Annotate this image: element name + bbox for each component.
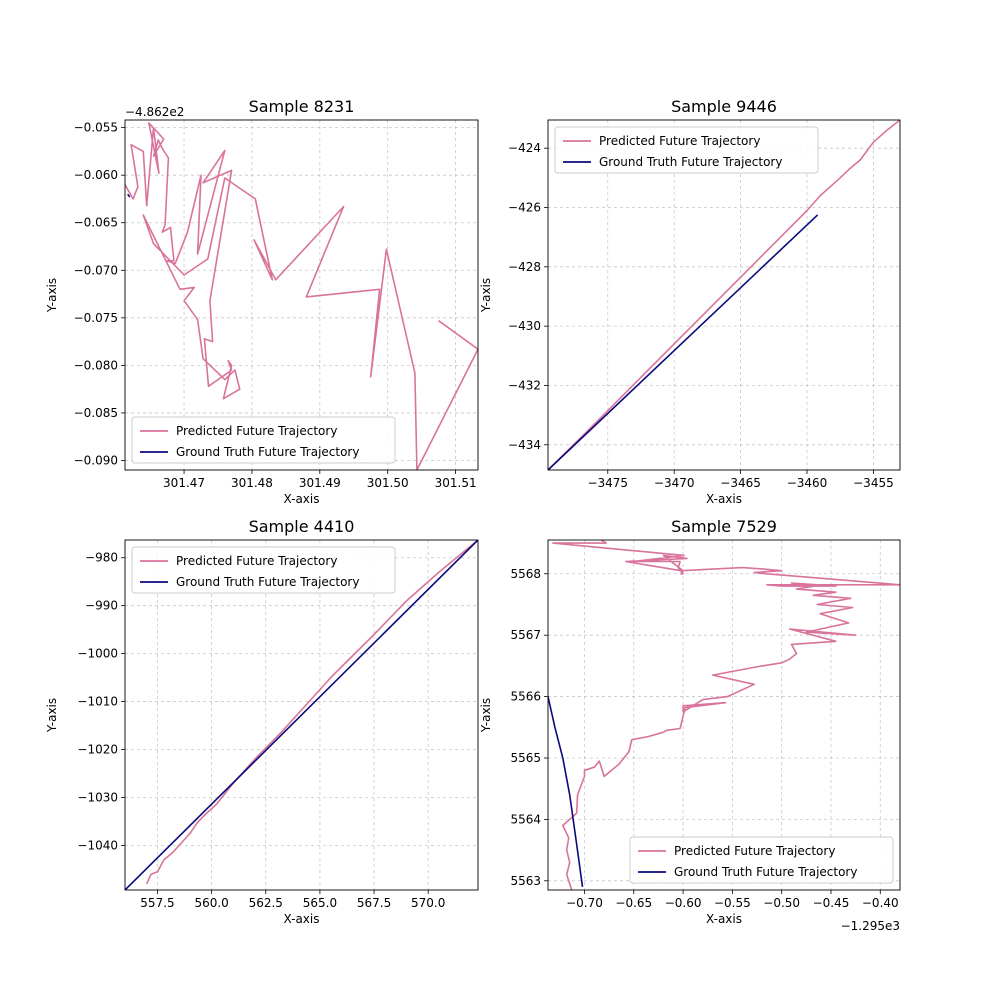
y-tick-label: −428 bbox=[508, 260, 541, 274]
legend-label: Ground Truth Future Trajectory bbox=[674, 865, 857, 879]
y-tick-label: −0.070 bbox=[74, 263, 118, 277]
y-axis-title: Y-axis bbox=[45, 698, 59, 733]
y-offset-label: −4.862e2 bbox=[125, 105, 184, 119]
x-tick-label: −3475 bbox=[587, 476, 628, 490]
panel-title: Sample 9446 bbox=[671, 97, 777, 116]
x-tick-label: 301.48 bbox=[231, 476, 273, 490]
y-tick-label: −0.090 bbox=[74, 453, 118, 467]
y-tick-label: −0.060 bbox=[74, 168, 118, 182]
y-tick-label: −430 bbox=[508, 319, 541, 333]
x-tick-label: 570.0 bbox=[411, 896, 445, 910]
x-tick-label: −3470 bbox=[654, 476, 695, 490]
x-tick-label: 567.5 bbox=[357, 896, 391, 910]
panel-title: Sample 4410 bbox=[249, 517, 355, 536]
x-offset-label: −1.295e3 bbox=[841, 919, 900, 933]
y-tick-label: −432 bbox=[508, 378, 541, 392]
axes-frame bbox=[547, 539, 901, 891]
x-tick-label: −0.45 bbox=[813, 896, 850, 910]
y-tick-label: 5567 bbox=[510, 628, 541, 642]
y-tick-label: 5563 bbox=[510, 874, 541, 888]
axes-frame bbox=[124, 539, 479, 891]
predicted-trajectory-line bbox=[125, 122, 478, 470]
legend-label: Ground Truth Future Trajectory bbox=[176, 575, 359, 589]
x-tick-label: −3455 bbox=[853, 476, 894, 490]
predicted-trajectory-line bbox=[552, 540, 900, 890]
y-tick-label: −0.055 bbox=[74, 121, 118, 135]
ground-truth-trajectory-line bbox=[125, 540, 478, 890]
x-tick-label: 301.50 bbox=[367, 476, 409, 490]
legend-box bbox=[629, 836, 894, 884]
y-tick-label: −1030 bbox=[77, 790, 118, 804]
y-tick-label: −0.075 bbox=[74, 311, 118, 325]
x-axis-title: X-axis bbox=[706, 912, 742, 926]
panel-title: Sample 8231 bbox=[249, 97, 355, 116]
x-tick-label: −0.65 bbox=[615, 896, 652, 910]
predicted-trajectory-line bbox=[548, 120, 900, 470]
y-tick-label: −1000 bbox=[77, 647, 118, 661]
ground-truth-trajectory-line bbox=[127, 193, 131, 198]
panel-title: Sample 7529 bbox=[671, 517, 777, 536]
chart-panel-4: −0.70 −0.65 −0.60 −0.55 −0.50 −0.45 −0.40 5563 5… bbox=[479, 517, 901, 933]
legend-label: Ground Truth Future Trajectory bbox=[176, 445, 359, 459]
legend-box bbox=[554, 126, 819, 174]
y-tick-label: −990 bbox=[85, 599, 118, 613]
y-tick-label: −434 bbox=[508, 438, 541, 452]
x-axis-title: X-axis bbox=[284, 912, 320, 926]
chart-panel-1: 301.47 301.48 301.49 301.50 301.51 −0.090 −0.0… bbox=[45, 97, 479, 506]
x-tick-label: −3460 bbox=[787, 476, 828, 490]
y-tick-label: −1020 bbox=[77, 743, 118, 757]
legend-label: Predicted Future Trajectory bbox=[674, 844, 835, 858]
y-tick-label: −0.085 bbox=[74, 406, 118, 420]
chart-panel-3: 557.5 560.0 562.5 565.0 567.5 570.0 −1040 −1030… bbox=[45, 517, 479, 926]
y-tick-label: −0.080 bbox=[74, 358, 118, 372]
axes-frame bbox=[124, 119, 479, 471]
y-tick-label: −0.065 bbox=[74, 216, 118, 230]
ground-truth-trajectory-line bbox=[548, 214, 819, 470]
y-tick-label: −424 bbox=[508, 141, 541, 155]
axes-frame bbox=[547, 119, 901, 471]
legend-label: Predicted Future Trajectory bbox=[176, 424, 337, 438]
x-tick-label: −0.40 bbox=[862, 896, 899, 910]
y-axis-title: Y-axis bbox=[479, 278, 493, 313]
x-tick-label: −0.60 bbox=[665, 896, 702, 910]
x-tick-label: −0.55 bbox=[714, 896, 751, 910]
legend-label: Predicted Future Trajectory bbox=[176, 554, 337, 568]
y-axis-title: Y-axis bbox=[479, 698, 493, 733]
x-axis-title: X-axis bbox=[284, 492, 320, 506]
x-tick-label: 301.49 bbox=[299, 476, 341, 490]
x-tick-label: 301.51 bbox=[435, 476, 477, 490]
legend: Predicted Future Trajectory Ground Truth … bbox=[554, 126, 819, 174]
legend-label: Predicted Future Trajectory bbox=[599, 134, 760, 148]
legend: Predicted Future Trajectory Ground Truth … bbox=[131, 546, 396, 594]
predicted-trajectory-line bbox=[145, 540, 478, 885]
x-tick-label: −0.50 bbox=[763, 896, 800, 910]
x-tick-label: 560.0 bbox=[194, 896, 228, 910]
y-tick-label: 5564 bbox=[510, 812, 541, 826]
x-axis-title: X-axis bbox=[706, 492, 742, 506]
y-tick-label: −426 bbox=[508, 201, 541, 215]
x-tick-label: 562.5 bbox=[249, 896, 283, 910]
y-axis-title: Y-axis bbox=[45, 278, 59, 313]
legend-box bbox=[131, 416, 396, 464]
legend: Predicted Future Trajectory Ground Truth … bbox=[629, 836, 894, 884]
legend-label: Ground Truth Future Trajectory bbox=[599, 155, 782, 169]
y-tick-label: 5565 bbox=[510, 751, 541, 765]
chart-panel-2: −3475 −3470 −3465 −3460 −3455 −434 −432 −430 −42… bbox=[479, 97, 901, 506]
ground-truth-trajectory-line bbox=[548, 696, 584, 888]
y-tick-label: 5568 bbox=[510, 567, 541, 581]
x-tick-label: 301.47 bbox=[163, 476, 205, 490]
y-tick-label: −980 bbox=[85, 551, 118, 565]
y-tick-label: 5566 bbox=[510, 690, 541, 704]
y-tick-label: −1010 bbox=[77, 695, 118, 709]
legend: Predicted Future Trajectory Ground Truth … bbox=[131, 416, 396, 464]
legend-box bbox=[131, 546, 396, 594]
x-tick-label: −0.70 bbox=[566, 896, 603, 910]
y-tick-label: −1040 bbox=[77, 838, 118, 852]
x-tick-label: −3465 bbox=[720, 476, 761, 490]
x-tick-label: 565.0 bbox=[303, 896, 337, 910]
x-tick-label: 557.5 bbox=[140, 896, 174, 910]
